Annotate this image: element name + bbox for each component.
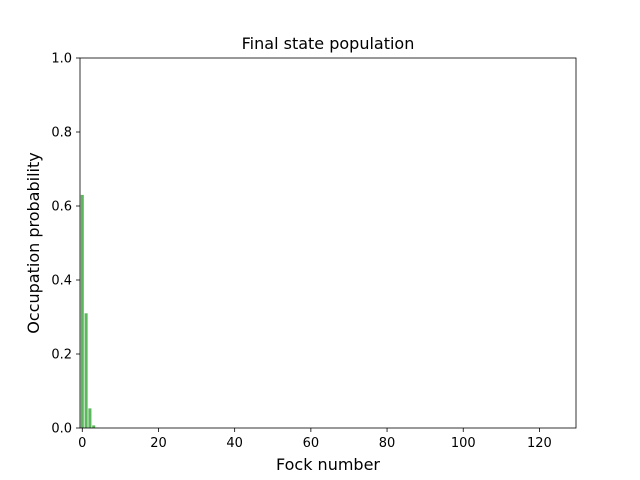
- bar-fock-0: [80, 194, 84, 428]
- bar-fock-3: [92, 425, 96, 428]
- y-tick-label: 0.4: [51, 274, 72, 289]
- chart-title: Final state population: [242, 34, 415, 53]
- x-axis-ticks: 0 20 40 60 80 100 120: [78, 428, 552, 451]
- y-tick-label: 0.8: [51, 126, 72, 141]
- x-axis-label: Fock number: [276, 455, 380, 474]
- x-tick-label: 60: [303, 436, 320, 451]
- bar-fock-2: [88, 408, 92, 428]
- x-tick-label: 120: [527, 436, 552, 451]
- plot-frame: [79, 57, 577, 429]
- y-tick-label: 0.6: [51, 200, 72, 215]
- bar-fock-1: [84, 313, 88, 428]
- x-tick-label: 0: [78, 436, 86, 451]
- y-axis-label: Occupation probability: [24, 152, 43, 333]
- y-tick-label: 0.0: [51, 422, 72, 437]
- x-tick-label: 100: [451, 436, 476, 451]
- x-tick-label: 20: [150, 436, 167, 451]
- x-tick-label: 80: [379, 436, 396, 451]
- y-axis-ticks: 0.0 0.2 0.4 0.6 0.8 1.0: [51, 52, 80, 437]
- y-tick-label: 0.2: [51, 348, 72, 363]
- y-tick-label: 1.0: [51, 52, 72, 67]
- x-tick-label: 40: [226, 436, 243, 451]
